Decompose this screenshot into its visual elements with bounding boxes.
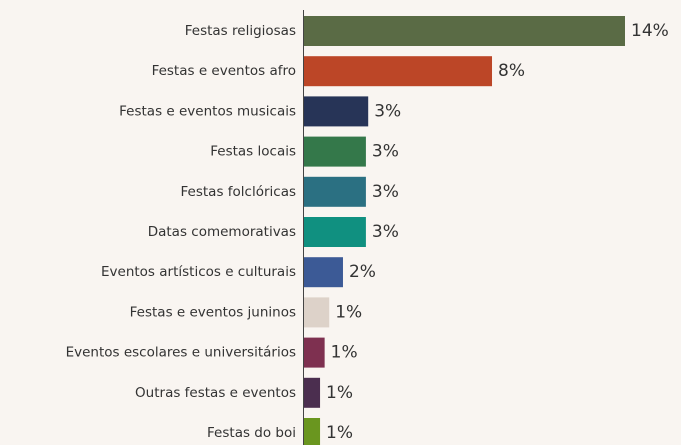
category-label: Festas e eventos juninos (130, 304, 296, 320)
value-label: 3% (372, 222, 399, 242)
value-label: 1% (326, 383, 353, 403)
category-label: Festas religiosas (185, 23, 296, 39)
bar (304, 217, 366, 247)
bar (304, 337, 325, 368)
bar (304, 377, 321, 408)
bar (304, 297, 330, 328)
value-label: 1% (331, 343, 358, 363)
value-label: 1% (335, 302, 362, 322)
category-label: Eventos artísticos e culturais (101, 264, 296, 280)
bar (304, 136, 366, 167)
value-label: 8% (498, 61, 525, 81)
category-label: Festas folclóricas (181, 184, 296, 200)
value-label: 3% (372, 142, 399, 162)
value-label: 3% (372, 182, 399, 202)
value-label: 2% (349, 262, 376, 282)
bar (304, 418, 321, 445)
category-label: Eventos escolares e universitários (66, 345, 296, 361)
bar (304, 176, 366, 207)
value-label: 3% (374, 101, 401, 121)
category-label: Festas locais (210, 144, 296, 160)
value-label: 14% (631, 21, 669, 41)
bar (304, 56, 493, 87)
bar (304, 16, 625, 46)
bar (304, 257, 343, 288)
category-label: Festas e eventos musicais (119, 103, 296, 119)
bar (304, 96, 369, 127)
category-label: Festas do boi (207, 425, 296, 441)
value-label: 1% (326, 423, 353, 443)
category-label: Festas e eventos afro (152, 63, 296, 79)
category-label: Datas comemorativas (148, 224, 296, 240)
category-label: Outras festas e eventos (135, 385, 296, 401)
